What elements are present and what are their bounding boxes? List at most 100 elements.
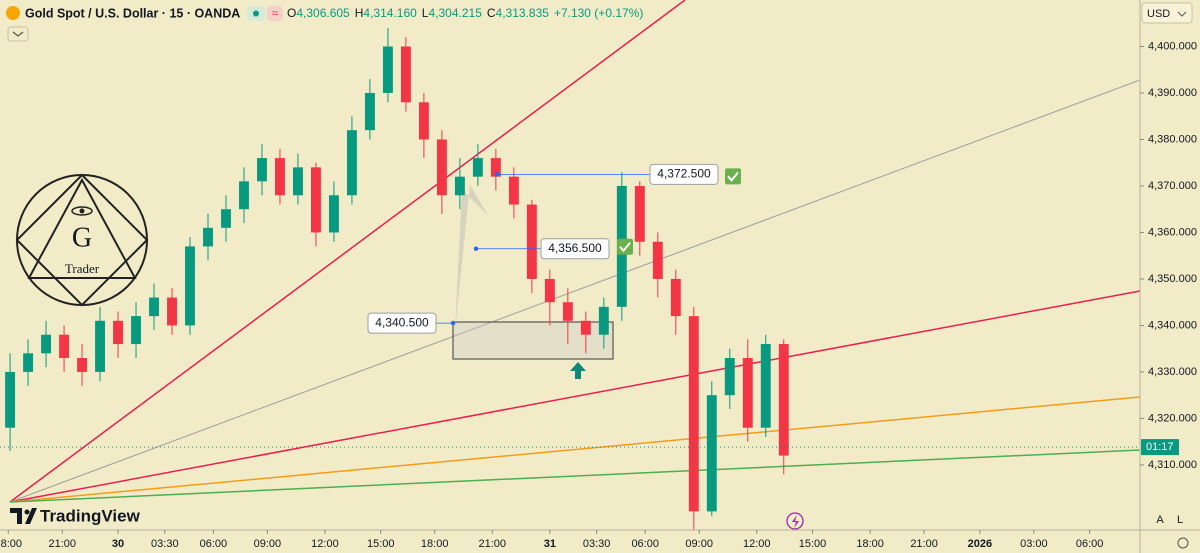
currency-button[interactable] bbox=[1141, 2, 1193, 24]
candle-body bbox=[436, 139, 447, 196]
change: +7.130 (+0.17%) bbox=[554, 6, 643, 20]
candle-body bbox=[742, 357, 753, 428]
trend-line bbox=[9, 79, 1140, 503]
x-tick-label: 03:30 bbox=[583, 538, 611, 550]
candle-body bbox=[257, 158, 267, 182]
ohlc-value: 4,304.215 bbox=[428, 6, 482, 20]
candle-body bbox=[95, 320, 105, 372]
currency: USD bbox=[1147, 8, 1170, 20]
currency-chevron bbox=[1177, 11, 1187, 17]
last-price-label: 01:17 bbox=[1146, 441, 1174, 453]
auto-scale[interactable]: A bbox=[1156, 514, 1164, 526]
symbol-icon bbox=[6, 6, 20, 20]
event-icon[interactable] bbox=[786, 512, 804, 530]
candle-body bbox=[41, 334, 52, 354]
brand-icon-dot bbox=[24, 509, 30, 515]
event-icon-bolt bbox=[792, 515, 799, 528]
ohlc-value: 4,313.835 bbox=[496, 6, 550, 20]
collapse-icon bbox=[12, 31, 24, 37]
logo-letter: G bbox=[72, 222, 92, 253]
logo-text: Trader bbox=[65, 261, 100, 276]
y-tick-label: 4,350.000 bbox=[1148, 273, 1197, 285]
last-price-box bbox=[1141, 439, 1179, 456]
candle-body bbox=[239, 181, 249, 210]
y-tick-label: 4,310.000 bbox=[1148, 459, 1197, 471]
level-box bbox=[540, 238, 610, 260]
y-tick-label: 4,360.000 bbox=[1148, 226, 1197, 238]
candle-body bbox=[598, 306, 609, 335]
x-tick-label: 06:00 bbox=[200, 538, 228, 550]
candle-body bbox=[688, 316, 699, 512]
candle-body bbox=[760, 344, 771, 428]
ohlc: O4,306.605 H4,314.160 L4,304.215 C4,313.835… bbox=[287, 6, 643, 20]
ohlc-label: L bbox=[422, 6, 429, 20]
candle-body bbox=[113, 320, 123, 345]
check-mark bbox=[725, 168, 741, 185]
candle-body bbox=[310, 167, 321, 233]
candle-body bbox=[364, 92, 375, 131]
ohlc-value: 4,306.605 bbox=[296, 6, 350, 20]
candle-body bbox=[652, 241, 663, 279]
candle-body bbox=[23, 353, 34, 372]
up-arrow bbox=[570, 362, 586, 379]
x-tick-label: 18:00 bbox=[0, 538, 22, 550]
candle-body bbox=[346, 130, 357, 196]
candle-body bbox=[5, 371, 16, 428]
ohlc-value: 4,314.160 bbox=[363, 6, 417, 20]
brand-name: TradingView bbox=[40, 506, 141, 525]
settings-icon[interactable] bbox=[1177, 537, 1189, 549]
x-tick-label: 18:00 bbox=[421, 538, 449, 550]
x-tick-label: 21:00 bbox=[910, 538, 938, 550]
candle-body bbox=[562, 302, 573, 321]
candle-body bbox=[706, 395, 717, 512]
candle-body bbox=[221, 209, 231, 228]
x-tick-label: 2026 bbox=[968, 538, 992, 550]
level-label: 4,372.500 bbox=[657, 167, 711, 181]
status-dot bbox=[253, 10, 259, 17]
trend-line bbox=[9, 449, 1140, 503]
x-tick-label: 03:00 bbox=[1020, 538, 1048, 550]
candle-body bbox=[526, 204, 537, 279]
check-mark-tick bbox=[619, 242, 631, 253]
candle-body bbox=[382, 46, 393, 93]
candle-body bbox=[131, 316, 141, 345]
y-tick-label: 4,370.000 bbox=[1148, 180, 1197, 192]
logo: G Trader bbox=[15, 173, 149, 307]
candle-body bbox=[400, 46, 411, 103]
x-tick-label: 09:00 bbox=[685, 538, 713, 550]
trend-line bbox=[9, 396, 1140, 503]
x-tick-label: 12:00 bbox=[743, 538, 771, 550]
y-tick-label: 4,320.000 bbox=[1148, 412, 1197, 424]
brand-icon bbox=[10, 508, 37, 524]
candle-body bbox=[59, 334, 70, 358]
candle-body bbox=[454, 176, 465, 196]
candle-body bbox=[544, 278, 555, 303]
x-tick-label: 09:00 bbox=[254, 538, 282, 550]
level-anchor bbox=[473, 246, 479, 251]
ohlc-label: H bbox=[355, 6, 364, 20]
candle-body bbox=[724, 357, 735, 396]
x-tick-label: 15:00 bbox=[799, 538, 827, 550]
candle-body bbox=[508, 176, 519, 205]
candle-body bbox=[490, 158, 501, 177]
log-scale[interactable]: L bbox=[1177, 514, 1183, 526]
y-tick-label: 4,330.000 bbox=[1148, 366, 1197, 378]
x-tick-label: 31 bbox=[544, 538, 556, 550]
candle-body bbox=[77, 357, 87, 372]
level-anchor bbox=[494, 172, 500, 177]
level-label: 4,356.500 bbox=[548, 241, 602, 255]
x-tick-label: 15:00 bbox=[367, 538, 395, 550]
y-tick-label: 4,380.000 bbox=[1148, 133, 1197, 145]
collapse-button[interactable] bbox=[7, 26, 29, 42]
x-tick-label: 30 bbox=[112, 538, 124, 550]
level-label: 4,340.500 bbox=[375, 315, 429, 329]
status-icon: ≈ bbox=[272, 6, 279, 20]
candle-body bbox=[275, 158, 285, 196]
ohlc-label: C bbox=[487, 6, 496, 20]
level-box bbox=[367, 312, 437, 334]
ohlc-label: O bbox=[287, 6, 296, 20]
candle-body bbox=[418, 102, 429, 140]
header: Gold Spot / U.S. Dollar · 15 · OANDA ≈ O… bbox=[6, 6, 643, 42]
candle-body bbox=[293, 167, 303, 196]
